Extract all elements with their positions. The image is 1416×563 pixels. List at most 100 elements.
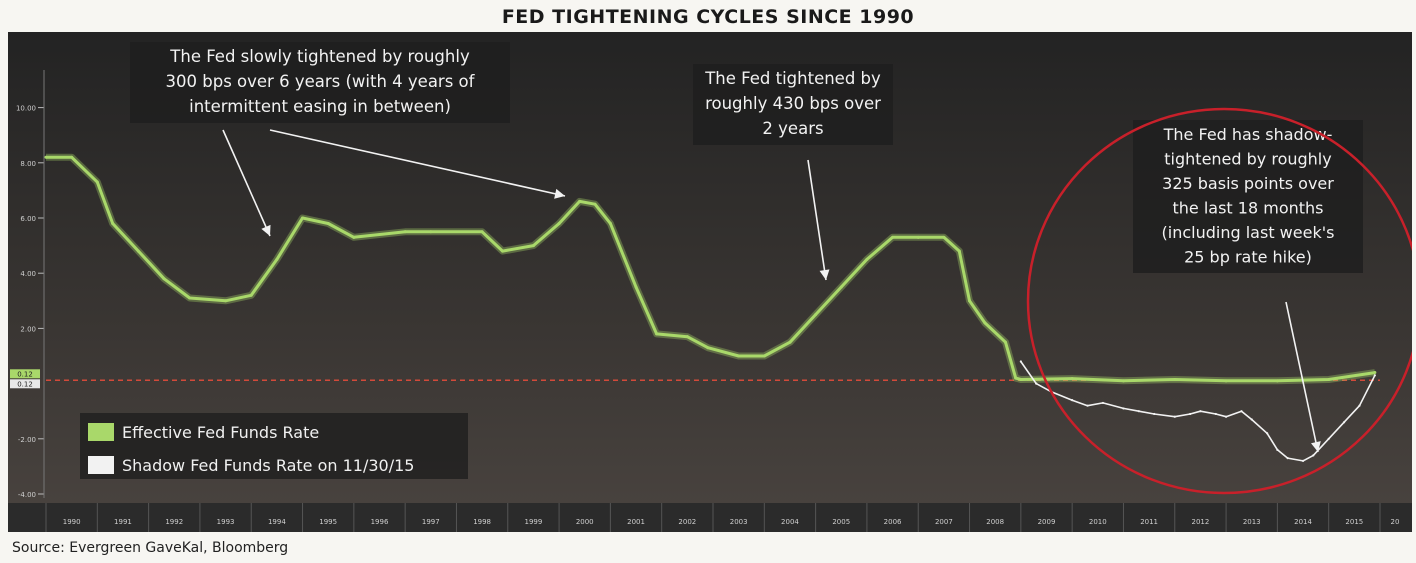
x-tick-label: 2013 (1243, 518, 1261, 526)
effective-rate-point (1003, 340, 1007, 344)
x-tick-label: 2007 (935, 518, 953, 526)
effective-rate-point (1373, 371, 1377, 375)
y-tick-label: 6.00 (20, 215, 36, 223)
fed-funds-chart: 10.008.006.004.002.00-2.00-4.000.120.12 … (8, 32, 1416, 532)
shadow-rate-point (1286, 457, 1289, 460)
effective-rate-point (1275, 379, 1279, 383)
effective-rate-point (839, 285, 843, 289)
annotation-slow-tightening-line: intermittent easing in between) (189, 97, 451, 116)
annotation-arrow-2004-head (819, 269, 830, 280)
effective-rate-point (685, 335, 689, 339)
legend-swatch-shadow (88, 456, 114, 474)
x-tick-label: 2014 (1294, 518, 1312, 526)
x-tick-label: 2015 (1345, 518, 1363, 526)
y-tick-label: 10.00 (16, 105, 36, 113)
shadow-rate-point (1224, 415, 1228, 418)
effective-rate-point (788, 340, 792, 344)
annotation-arrow-2014-head (1311, 441, 1321, 452)
x-tick-label: 2011 (1140, 518, 1158, 526)
annotation-shadow-tightening-line: tightened by roughly (1164, 150, 1331, 169)
shadow-rate-point (1312, 454, 1315, 457)
legend-box (80, 413, 468, 479)
effective-rate-point (983, 321, 987, 325)
effective-rate-point (737, 354, 741, 358)
effective-rate-point (814, 313, 818, 317)
annotation-slow-tightening-line: The Fed slowly tightened by roughly (169, 47, 470, 66)
effective-rate-point (531, 244, 535, 248)
x-tick-label: 2004 (781, 518, 799, 526)
shadow-rate-point (1137, 410, 1140, 413)
effective-rate-point (44, 155, 48, 159)
effective-rate-point (865, 257, 869, 261)
chart-frame: 10.00 8.00 6.00 4.00 2.00 -2.00 -4.00 0.12 0.12 … (8, 32, 1416, 532)
effective-rate-point (557, 222, 561, 226)
x-tick-label: 2001 (627, 518, 645, 526)
y-tick-label: 2.00 (20, 325, 36, 333)
x-tick-label: 1990 (63, 518, 81, 526)
x-tick-label: 1993 (217, 518, 235, 526)
shadow-rate-point (1214, 412, 1217, 416)
shadow-rate-point (1301, 459, 1305, 462)
effective-rate-point (968, 299, 972, 303)
x-tick-label: 1991 (114, 518, 132, 526)
y-tick-label: -4.00 (18, 491, 36, 499)
effective-rate-point (1224, 379, 1228, 383)
effective-rate-point (429, 230, 433, 234)
annotation-shadow-tightening-box (1133, 120, 1363, 273)
shadow-rate-point (1250, 418, 1253, 421)
shadow-rate-point (1101, 401, 1105, 405)
x-tick-label: 1997 (422, 518, 440, 526)
y-tick-label: 8.00 (20, 160, 36, 168)
effective-rate-point (275, 257, 279, 261)
shadow-rate-point (1035, 382, 1038, 385)
shadow-rate-point (1266, 432, 1269, 435)
shadow-rate-point (1071, 399, 1074, 402)
annotation-arrow-1999 (269, 129, 566, 197)
effective-rate-point (891, 235, 895, 239)
effective-rate-point (593, 202, 597, 206)
annotation-shadow-tightening-line: (including last week's (1162, 223, 1335, 242)
legend-swatch-effective (88, 423, 114, 441)
annotation-shadow-tightening-line: The Fed has shadow- (1163, 125, 1333, 144)
annotation-slow-tightening-box (130, 42, 510, 123)
current-value-box-shadow (10, 379, 40, 389)
effective-rate-point (480, 230, 484, 234)
x-tick-label: 1992 (165, 518, 183, 526)
annotation-arrow-1999-head (554, 188, 565, 199)
effective-rate-point (70, 155, 74, 159)
y-axis: 10.00 8.00 6.00 4.00 2.00 -2.00 -4.00 0.12 0.12 (10, 70, 45, 499)
effective-rate-point (916, 235, 920, 239)
x-tick-label: 2009 (1038, 518, 1056, 526)
x-tick-label: 2003 (730, 518, 748, 526)
chart-title: FED TIGHTENING CYCLES SINCE 1990 (501, 6, 915, 28)
x-axis: 1990 1991 1992 1993 1994 1995 1996 1997 1998 1999… (45, 503, 1399, 532)
y-tick-label: 4.00 (20, 270, 36, 278)
effective-rate-point (706, 346, 710, 350)
legend-label-shadow: Shadow Fed Funds Rate on 11/30/15 (122, 456, 414, 475)
shadow-rate-point (1086, 404, 1089, 407)
x-tick-label: 1995 (319, 518, 337, 526)
x-tick-label: 1996 (371, 518, 389, 526)
shadow-rate-point (1342, 421, 1346, 424)
y-tick-label: -2.00 (18, 436, 36, 444)
shadow-rate-point (1019, 360, 1022, 363)
x-axis-strip (8, 503, 1412, 532)
shadow-rate-point (1122, 407, 1125, 410)
effective-rate-point (224, 299, 228, 303)
effective-rate-point (1327, 377, 1331, 381)
x-tick-label: 2012 (1192, 518, 1210, 526)
x-tick-label: 2010 (1089, 518, 1107, 526)
shadow-rate-point (1276, 448, 1279, 451)
effective-rate-point (608, 222, 612, 226)
effective-rate-point (1121, 379, 1125, 383)
shadow-rate-point (1199, 410, 1202, 413)
effective-rate-point (249, 293, 253, 297)
current-value-label-effective: 0.12 (17, 370, 33, 378)
annotation-arrow-1994-head (261, 224, 271, 236)
annotation-arrow-1994 (222, 129, 271, 237)
current-value-label-shadow: 0.12 (17, 380, 33, 388)
annotation-430bps-line: roughly 430 bps over (705, 94, 881, 113)
annotation-shadow-tightening-line: 25 bp rate hike) (1184, 248, 1312, 267)
shadow-rate-point (1358, 404, 1361, 407)
effective-rate-point (655, 332, 659, 336)
